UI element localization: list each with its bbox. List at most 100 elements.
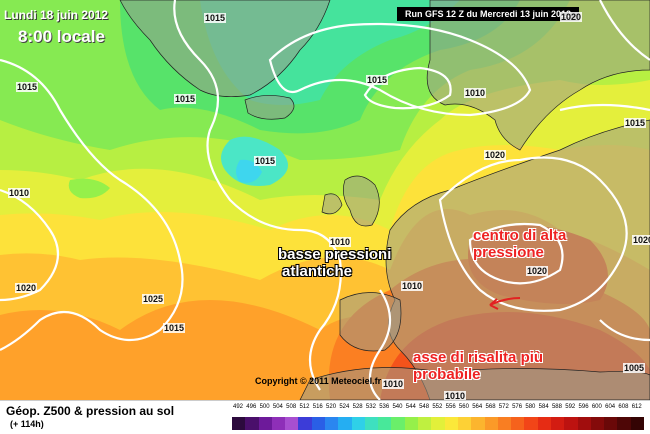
legend-tick-label: 580 (525, 404, 536, 410)
legend-tick-label: 600 (591, 404, 602, 410)
legend-swatch (378, 417, 392, 430)
legend-swatch (604, 417, 618, 430)
legend-swatch (550, 417, 565, 430)
legend-swatch (391, 417, 406, 430)
greenland (119, 0, 331, 97)
forecast-lead-time: (+ 114h) (10, 419, 44, 429)
legend-tick-label: 612 (631, 404, 642, 410)
legend-swatch (298, 417, 313, 430)
legend-swatch (311, 417, 326, 430)
legend-tick-label: 592 (565, 404, 576, 410)
legend-swatch (325, 417, 339, 430)
isobars (0, 0, 650, 400)
legend-tick-label: 512 (299, 404, 310, 410)
isobar-label: 1020 (15, 283, 38, 293)
isobar-label: 1010 (464, 88, 487, 98)
model-run-label: Run GFS 12 Z du Mercredi 13 juin 2012 (397, 7, 580, 21)
legend-swatch (471, 417, 485, 430)
british-isles (343, 175, 380, 227)
isobar-label: 1020 (526, 266, 549, 276)
legend-tick-label: 544 (405, 404, 416, 410)
low-pressure-annotation: basse pressioni atlantiche (278, 246, 391, 280)
legend-tick-label: 596 (578, 404, 589, 410)
isobar-label: 1010 (401, 281, 424, 291)
legend-tick-label: 496 (246, 404, 257, 410)
rising-axis-line-2: probabile (413, 366, 481, 383)
legend-tick-label: 548 (419, 404, 430, 410)
legend-tick-label: 516 (312, 404, 323, 410)
forecast-date: Lundi 18 juin 2012 (4, 8, 109, 22)
legend-swatch (364, 417, 379, 430)
legend-tick-label: 560 (458, 404, 469, 410)
legend-swatch (404, 417, 419, 430)
isobar-label: 1015 (174, 94, 197, 104)
legend-tick-label: 552 (432, 404, 443, 410)
legend-swatch (577, 417, 592, 430)
legend-tick-label: 532 (365, 404, 376, 410)
legend-tick-label: 492 (233, 404, 244, 410)
legend-swatch (258, 417, 273, 430)
isobar-label: 1010 (329, 237, 352, 247)
isobar-label: 1020 (632, 235, 650, 245)
legend-swatch (484, 417, 499, 430)
legend-swatch (418, 417, 432, 430)
legend-swatch (497, 417, 512, 430)
legend-tick-label: 604 (605, 404, 616, 410)
isobar-label: 1015 (163, 323, 186, 333)
legend-tick-label: 500 (259, 404, 270, 410)
annotation-arrow (489, 297, 521, 310)
legend-tick-label: 540 (392, 404, 403, 410)
forecast-time: 8:00 locale (18, 27, 105, 46)
weather-map (0, 0, 650, 400)
legend-tick-label: 576 (512, 404, 523, 410)
isobar-label: 1010 (382, 379, 405, 389)
legend-swatch (338, 417, 353, 430)
legend-swatch (245, 417, 260, 430)
legend-swatch (351, 417, 366, 430)
legend-tick-label: 528 (352, 404, 363, 410)
legend-swatch (537, 417, 552, 430)
isobar-label: 1015 (254, 156, 277, 166)
legend-swatch (617, 417, 632, 430)
legend-swatch (564, 417, 579, 430)
isobar-label: 1010 (444, 391, 467, 401)
iceland (244, 95, 295, 120)
isobar-label: 1005 (623, 363, 646, 373)
legend-tick-label: 520 (326, 404, 337, 410)
rising-axis-annotation: asse di risalita più probabile (413, 349, 543, 383)
legend-tick-label: 572 (498, 404, 509, 410)
isobar-label: 1015 (204, 13, 227, 23)
isobar-label: 1015 (624, 118, 647, 128)
copyright-text: Copyright © 2011 Meteociel.fr (255, 376, 382, 386)
isobar-label: 1025 (142, 294, 165, 304)
legend-tick-label: 588 (551, 404, 562, 410)
scandinavia (426, 0, 650, 151)
isobar-label: 1015 (366, 75, 389, 85)
legend-swatch (431, 417, 446, 430)
legend-tick-label: 556 (445, 404, 456, 410)
ireland (321, 193, 343, 215)
legend-swatch (271, 417, 286, 430)
low-pressure-line-1: basse pressioni (278, 246, 392, 263)
legend-tick-label: 508 (286, 404, 297, 410)
legend-swatch (524, 417, 539, 430)
legend-swatch (232, 417, 246, 430)
legend-tick-label: 584 (538, 404, 549, 410)
legend-tick-label: 564 (472, 404, 483, 410)
high-pressure-line-1: centro di alta (473, 227, 567, 244)
isobar-label: 1020 (560, 12, 583, 22)
legend-tick-label: 504 (272, 404, 283, 410)
legend-tick-label: 524 (339, 404, 350, 410)
isobar-label: 1015 (16, 82, 39, 92)
legend-swatch (285, 417, 299, 430)
color-scale-legend: 492 496 500 504 508 512 516 520 524 528 532 536 540 5… (232, 403, 645, 432)
legend-swatch (457, 417, 472, 430)
legend-tick-label: 608 (618, 404, 629, 410)
legend-swatch (511, 417, 525, 430)
legend-tick-label: 568 (485, 404, 496, 410)
isobar-label: 1020 (484, 150, 507, 160)
low-pressure-line-2: atlantiche (282, 263, 353, 280)
legend-tick-label: 536 (379, 404, 390, 410)
iberia (339, 292, 402, 352)
